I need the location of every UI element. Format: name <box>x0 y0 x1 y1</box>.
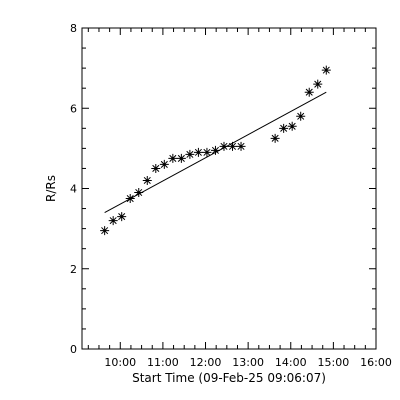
data-point <box>117 212 127 222</box>
data-point <box>142 175 152 185</box>
y-tick-label: 8 <box>70 22 77 35</box>
data-point <box>210 145 220 155</box>
x-tick-label: 10:00 <box>104 356 136 369</box>
y-tick-label: 4 <box>70 183 77 196</box>
y-axis-title: R/Rs <box>44 175 58 202</box>
data-point <box>134 188 144 198</box>
data-point <box>228 141 238 151</box>
x-tick-label: 12:00 <box>190 356 222 369</box>
data-point <box>159 159 169 169</box>
y-tick-label: 6 <box>70 102 77 115</box>
y-tick-label: 0 <box>70 343 77 356</box>
data-point <box>125 194 135 204</box>
tick-marks <box>82 27 377 350</box>
x-tick-label: 13:00 <box>232 356 264 369</box>
x-tick-label: 16:00 <box>360 356 392 369</box>
data-point <box>185 149 195 159</box>
data-point <box>296 111 306 121</box>
data-points <box>100 65 331 236</box>
data-point <box>313 79 323 89</box>
x-tick-label: 15:00 <box>318 356 350 369</box>
x-tick-label: 11:00 <box>147 356 179 369</box>
data-point <box>304 87 314 97</box>
data-point <box>321 65 331 75</box>
data-point <box>176 153 186 163</box>
data-point <box>193 147 203 157</box>
data-point <box>100 226 110 236</box>
x-axis-title: Start Time (09-Feb-25 09:06:07) <box>132 371 326 385</box>
data-point <box>108 216 118 226</box>
x-tick-labels: 10:00 11:00 12:00 13:00 14:00 15:00 16:00 <box>104 356 391 369</box>
y-tick-labels: 0 2 4 6 8 <box>70 22 77 356</box>
data-point <box>202 147 212 157</box>
data-point <box>270 133 280 143</box>
data-point <box>151 163 161 173</box>
x-tick-label: 14:00 <box>275 356 307 369</box>
y-tick-label: 2 <box>70 263 77 276</box>
data-point <box>236 141 246 151</box>
data-point <box>279 123 289 133</box>
data-point <box>168 153 178 163</box>
data-point <box>219 141 229 151</box>
data-point <box>287 121 297 131</box>
